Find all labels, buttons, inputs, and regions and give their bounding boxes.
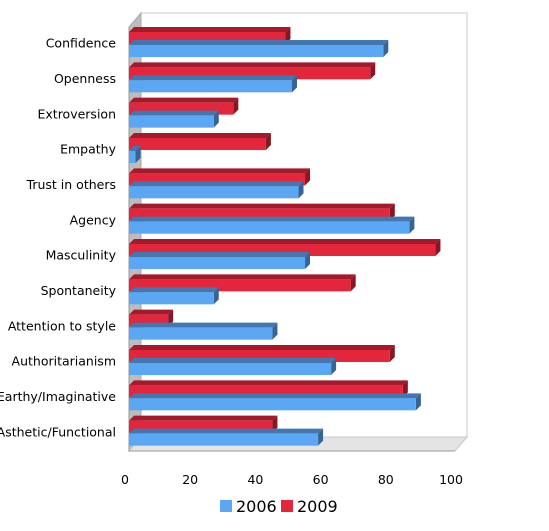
category-label: Extroversion [38,106,117,121]
category-label: Attention to style [8,318,116,333]
x-tick-label: 0 [121,472,129,487]
legend-swatch-2006 [220,500,232,512]
bar-2006-9 [129,358,337,375]
category-label: Spontaneity [41,283,117,298]
bar-2006-8 [129,322,278,340]
category-labels: Confidence Openness Extroversion Empathy Tru… [0,36,117,440]
bar-2006-0 [129,40,389,57]
category-label: Agency [70,212,117,227]
category-label: Earthy/Imaginative [0,389,116,404]
bar-2006-11 [129,428,324,446]
x-tick-label: 20 [182,472,198,487]
bar-2006-7 [129,287,219,305]
category-label: Authoritarianism [12,354,116,369]
category-label: Confidence [46,36,117,51]
bar-2006-4 [129,181,304,199]
bar-2006-1 [129,75,297,93]
bar-2009-3 [129,133,271,150]
legend-label-2006: 2006 [236,497,277,516]
legend: 2006 2009 [220,497,338,516]
chart-bars [129,27,441,446]
x-tick-label: 60 [313,472,329,487]
bar-2006-6 [129,252,311,269]
bar-2006-10 [129,393,421,411]
x-tick-label: 80 [378,472,394,487]
legend-label-2009: 2009 [297,497,338,516]
bar-2006-3 [129,146,141,163]
x-axis-tick-labels: 0 20 40 60 80 100 [121,472,463,487]
x-tick-label: 40 [247,472,263,487]
bar-2006-5 [129,216,415,234]
category-label: Empathy [60,142,116,157]
category-label: Asthetic/Functional [0,424,116,439]
legend-swatch-2009 [281,500,293,512]
category-label: Openness [54,71,116,86]
category-label: Trust in others [26,177,116,192]
x-tick-label: 100 [439,472,463,487]
bar-2006-2 [129,110,219,128]
category-label: Masculinity [46,248,117,263]
